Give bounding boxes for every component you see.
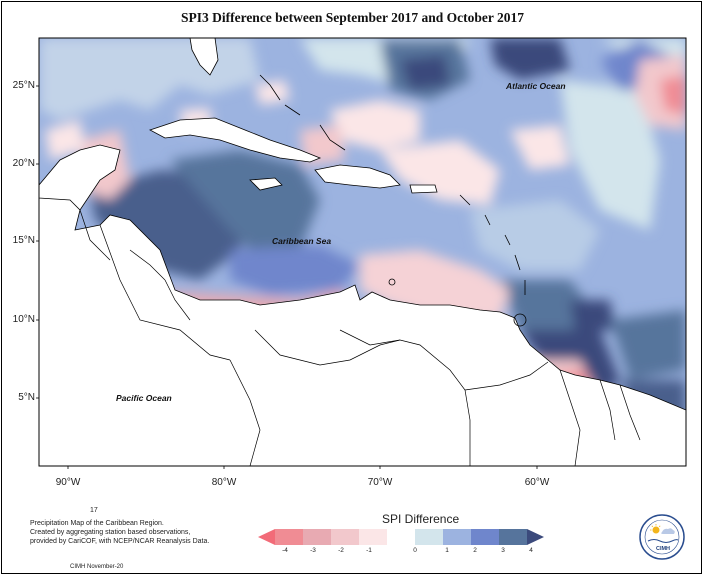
legend-arrow-right [527, 529, 544, 545]
legend-swatch [443, 529, 471, 545]
lon-label: 80°W [211, 477, 237, 488]
footer-credit: CIMH November-20 [70, 564, 124, 570]
axis-ticks [36, 85, 538, 469]
legend-tick: -3 [310, 547, 316, 554]
land-masses [39, 38, 686, 466]
lat-label: 5°N [18, 392, 35, 403]
lon-label: 60°W [524, 477, 550, 488]
map-title: SPI3 Difference between September 2017 a… [180, 10, 525, 25]
legend-tick: 1 [445, 547, 449, 554]
country-borders [79, 209, 641, 466]
ocean-label-caribbean: Caribbean Sea [272, 236, 332, 246]
ocean-label-pacific: Pacific Ocean [116, 393, 172, 403]
footer-line: Precipitation Map of the Caribbean Regio… [30, 520, 164, 527]
island-outlines [259, 74, 527, 327]
legend-swatch [499, 529, 527, 545]
legend-tick: -2 [338, 547, 344, 554]
legend-swatch [415, 529, 443, 545]
cimh-logo-icon [639, 514, 685, 560]
footer-line: provided by CariCOF, with NCEP/NCAR Rean… [30, 538, 210, 545]
legend-title: SPI Difference [382, 512, 460, 526]
spi-shading [40, 38, 686, 445]
legend-tick: 3 [501, 547, 505, 554]
lat-label: 15°N [12, 235, 35, 246]
legend-swatch [331, 529, 359, 545]
lat-label: 20°N [12, 158, 35, 169]
legend-colorbar [258, 529, 544, 545]
legend-swatch [387, 529, 415, 545]
map-area [39, 38, 686, 466]
legend-tick: 4 [529, 547, 533, 554]
logo-text: CIMH [655, 546, 671, 552]
lat-label: 10°N [12, 314, 35, 325]
legend-tick: 2 [473, 547, 477, 554]
footer-code: 17 [90, 507, 98, 514]
ocean-label-atlantic: Atlantic Ocean [506, 81, 566, 91]
map-border [38, 37, 687, 467]
lon-label: 90°W [55, 477, 81, 488]
legend-tick: 0 [413, 547, 417, 554]
legend-swatch [303, 529, 331, 545]
footer-line: Created by aggregating station based obs… [30, 529, 191, 536]
lon-label: 70°W [367, 477, 393, 488]
legend-tick: -1 [366, 547, 372, 554]
legend-swatch [275, 529, 303, 545]
legend-tick: -4 [282, 547, 288, 554]
legend-swatch [359, 529, 387, 545]
legend-swatch [471, 529, 499, 545]
legend-arrow-left [258, 529, 275, 545]
lat-label: 25°N [12, 80, 35, 91]
